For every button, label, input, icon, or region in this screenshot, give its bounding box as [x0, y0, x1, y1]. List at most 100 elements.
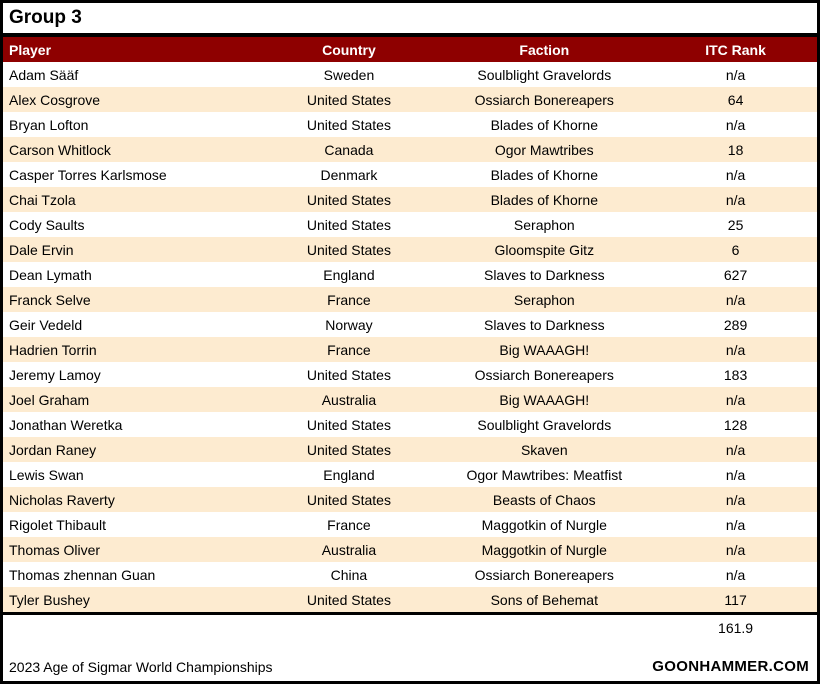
country-cell: Denmark [320, 166, 378, 183]
player-cell: Carson Whitlock [9, 141, 111, 158]
table-row: Adam Sääf Sweden Soulblight Gravelords n/a [3, 62, 817, 87]
goonhammer-wordmark: GOONHAMMER.COM [652, 658, 809, 675]
table-row: Hadrien Torrin France Big WAAAGH! n/a [3, 337, 817, 362]
country-cell: Norway [325, 316, 373, 333]
faction-cell: Soulblight Gravelords [477, 416, 612, 433]
itc-rank-cell: 183 [723, 366, 748, 383]
player-cell: Jeremy Lamoy [9, 366, 101, 383]
faction-cell: Ossiarch Bonereapers [474, 91, 614, 108]
column-header-faction: Faction [519, 41, 570, 58]
table-row: Dale Ervin United States Gloomspite Gitz 6 [3, 237, 817, 262]
table-row: Alex Cosgrove United States Ossiarch Boner… [3, 87, 817, 112]
faction-cell: Ossiarch Bonereapers [474, 566, 614, 583]
table-row: Jordan Raney United States Skaven n/a [3, 437, 817, 462]
country-cell: United States [306, 116, 391, 133]
column-header-player: Player [9, 41, 52, 58]
player-cell: Rigolet Thibault [9, 516, 107, 533]
table-row: Geir Vedeld Norway Slaves to Darkness 289 [3, 312, 817, 337]
country-cell: United States [306, 491, 391, 508]
faction-cell: Maggotkin of Nurgle [481, 541, 607, 558]
country-cell: Sweden [323, 66, 375, 83]
faction-cell: Ogor Mawtribes: Meatfist [466, 466, 623, 483]
country-cell: United States [306, 416, 391, 433]
group-title: Group 3 [3, 3, 817, 37]
itc-rank-cell: n/a [725, 291, 746, 308]
faction-cell: Blades of Khorne [490, 116, 598, 133]
event-title: 2023 Age of Sigmar World Championships [9, 659, 273, 675]
country-cell: England [323, 466, 375, 483]
country-cell: Australia [321, 541, 377, 558]
faction-cell: Seraphon [513, 291, 575, 308]
player-cell: Adam Sääf [9, 66, 79, 83]
itc-rank-cell: 117 [724, 591, 747, 608]
itc-rank-cell: n/a [725, 516, 746, 533]
country-cell: United States [306, 441, 391, 458]
table-row: Jonathan Weretka United States Soulblight … [3, 412, 817, 437]
faction-cell: Blades of Khorne [490, 191, 598, 208]
player-cell: Dale Ervin [9, 241, 74, 258]
country-cell: United States [306, 191, 391, 208]
footer: 2023 Age of Sigmar World Championships G… [3, 641, 817, 681]
faction-cell: Seraphon [513, 216, 575, 233]
table-body: Adam Sääf Sweden Soulblight Gravelords n/a A… [3, 62, 817, 612]
faction-cell: Blades of Khorne [490, 166, 598, 183]
country-cell: United States [306, 91, 391, 108]
table-bottom-border [3, 612, 817, 615]
itc-rank-cell: n/a [725, 66, 746, 83]
country-cell: United States [306, 366, 391, 383]
player-cell: Thomas Oliver [9, 541, 101, 558]
table-row: Jeremy Lamoy United States Ossiarch Bonere… [3, 362, 817, 387]
faction-cell: Soulblight Gravelords [477, 66, 612, 83]
faction-cell: Ogor Mawtribes [494, 141, 594, 158]
faction-cell: Skaven [520, 441, 568, 458]
faction-cell: Gloomspite Gitz [494, 241, 595, 258]
table-row: Carson Whitlock Canada Ogor Mawtribes 18 [3, 137, 817, 162]
column-header-country: Country [322, 41, 376, 58]
player-cell: Dean Lymath [9, 266, 92, 283]
table-row: Chai Tzola United States Blades of Khorne n… [3, 187, 817, 212]
player-cell: Franck Selve [9, 291, 91, 308]
itc-rank-cell: n/a [725, 166, 746, 183]
faction-cell: Slaves to Darkness [483, 316, 605, 333]
player-cell: Thomas zhennan Guan [9, 566, 156, 583]
itc-rank-cell: 64 [727, 91, 744, 108]
itc-rank-cell: n/a [725, 341, 746, 358]
country-cell: France [327, 516, 371, 533]
player-cell: Lewis Swan [9, 466, 84, 483]
table-row: Tyler Bushey United States Sons of Behemat… [3, 587, 817, 612]
column-header-itc-rank: ITC Rank [705, 41, 766, 58]
itc-rank-cell: 6 [731, 241, 740, 258]
player-cell: Jordan Raney [9, 441, 97, 458]
table-row: Casper Torres Karlsmose Denmark Blades of … [3, 162, 817, 187]
itc-rank-cell: n/a [725, 566, 746, 583]
itc-rank-cell: n/a [725, 466, 746, 483]
itc-rank-cell: n/a [725, 191, 746, 208]
table-row: Franck Selve France Seraphon n/a [3, 287, 817, 312]
player-cell: Jonathan Weretka [9, 416, 123, 433]
player-cell: Hadrien Torrin [9, 341, 97, 358]
player-cell: Cody Saults [9, 216, 85, 233]
table-row: Thomas zhennan Guan China Ossiarch Bonerea… [3, 562, 817, 587]
faction-cell: Big WAAAGH! [499, 341, 590, 358]
country-cell: United States [306, 241, 391, 258]
table-row: Dean Lymath England Slaves to Darkness 627 [3, 262, 817, 287]
faction-cell: Maggotkin of Nurgle [481, 516, 607, 533]
itc-rank-cell: 289 [723, 316, 748, 333]
country-cell: England [323, 266, 375, 283]
faction-cell: Sons of Behemat [490, 591, 598, 608]
table-row: Rigolet Thibault France Maggotkin of Nurgl… [3, 512, 817, 537]
country-cell: Australia [321, 391, 377, 408]
player-cell: Alex Cosgrove [9, 91, 101, 108]
itc-rank-cell: n/a [725, 491, 746, 508]
player-cell: Geir Vedeld [9, 316, 83, 333]
faction-cell: Ossiarch Bonereapers [474, 366, 614, 383]
itc-rank-cell: 128 [723, 416, 748, 433]
average-itc-rank-value: 161.9 [718, 620, 754, 636]
country-cell: China [330, 566, 368, 583]
table-row: Lewis Swan England Ogor Mawtribes: Meatfis… [3, 462, 817, 487]
table-row: Joel Graham Australia Big WAAAGH! n/a [3, 387, 817, 412]
itc-rank-cell: n/a [725, 116, 746, 133]
itc-rank-cell: 25 [727, 216, 744, 233]
player-cell: Nicholas Raverty [9, 491, 115, 508]
